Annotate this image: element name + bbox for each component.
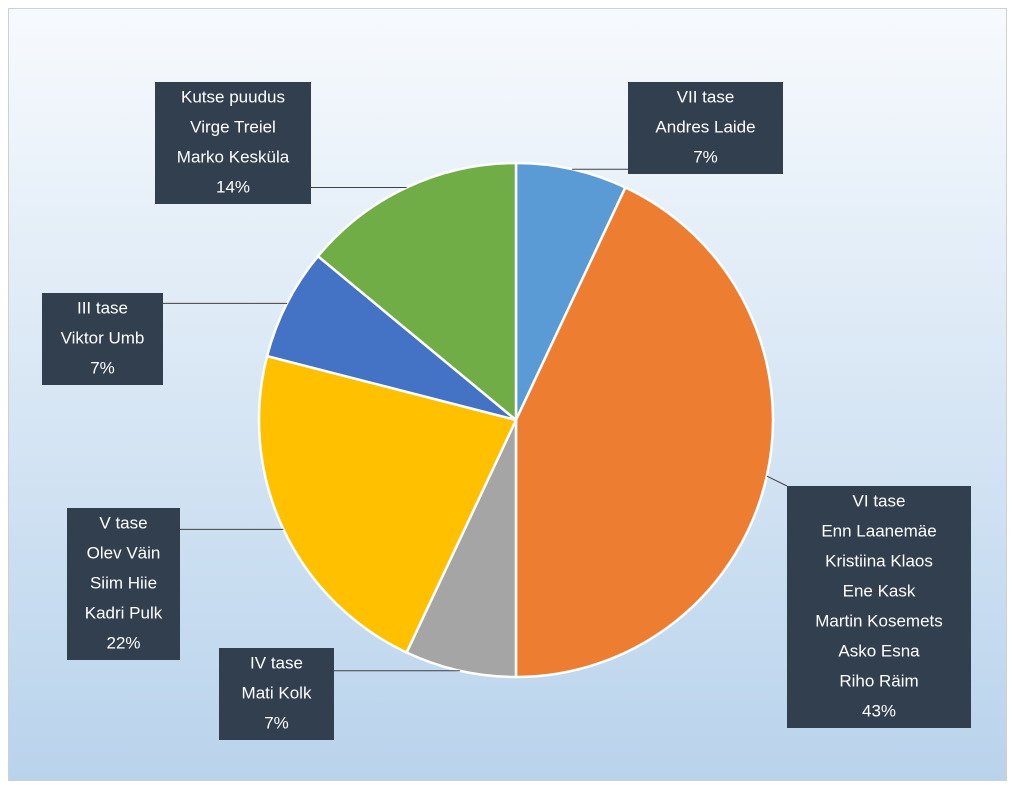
data-label: 14%: [216, 177, 250, 196]
label-box: [787, 486, 971, 728]
data-label: Kristiina Klaos: [825, 551, 933, 570]
data-label: VII tase: [677, 87, 735, 106]
leader-line: [766, 475, 788, 487]
data-label: Siim Hiie: [90, 573, 157, 592]
label-box: [155, 82, 311, 204]
pie-slice: [257, 354, 518, 655]
data-label: 22%: [106, 633, 140, 652]
label-box: [67, 508, 180, 660]
data-label: 7%: [264, 713, 289, 732]
data-label: Kutse puudus: [181, 87, 285, 106]
data-label: Asko Esna: [838, 641, 920, 660]
pie-slice: [265, 254, 517, 422]
data-label: Enn Laanemäe: [821, 521, 936, 540]
data-label: 43%: [862, 701, 896, 720]
data-label: 7%: [90, 358, 115, 377]
pie-slice: [316, 161, 518, 423]
data-label: III tase: [77, 298, 128, 317]
data-label: Riho Räim: [839, 671, 918, 690]
data-label: IV tase: [250, 653, 303, 672]
data-label: Kadri Pulk: [85, 603, 163, 622]
data-label: Martin Kosemets: [815, 611, 943, 630]
label-box: [42, 293, 163, 385]
label-box: [628, 82, 783, 174]
data-label: VI tase: [853, 491, 906, 510]
label-box: [219, 648, 334, 740]
data-label: 7%: [693, 147, 718, 166]
data-label: Viktor Umb: [61, 328, 145, 347]
data-label: Olev Väin: [87, 543, 161, 562]
data-label: Marko Kesküla: [177, 147, 290, 166]
data-label: Virge Treiel: [190, 117, 276, 136]
data-label: Ene Kask: [843, 581, 916, 600]
data-label: Mati Kolk: [242, 683, 312, 702]
pie-slice: [404, 419, 518, 679]
data-label: Andres Laide: [655, 117, 755, 136]
data-label: V tase: [99, 513, 147, 532]
pie-slice: [514, 161, 628, 421]
